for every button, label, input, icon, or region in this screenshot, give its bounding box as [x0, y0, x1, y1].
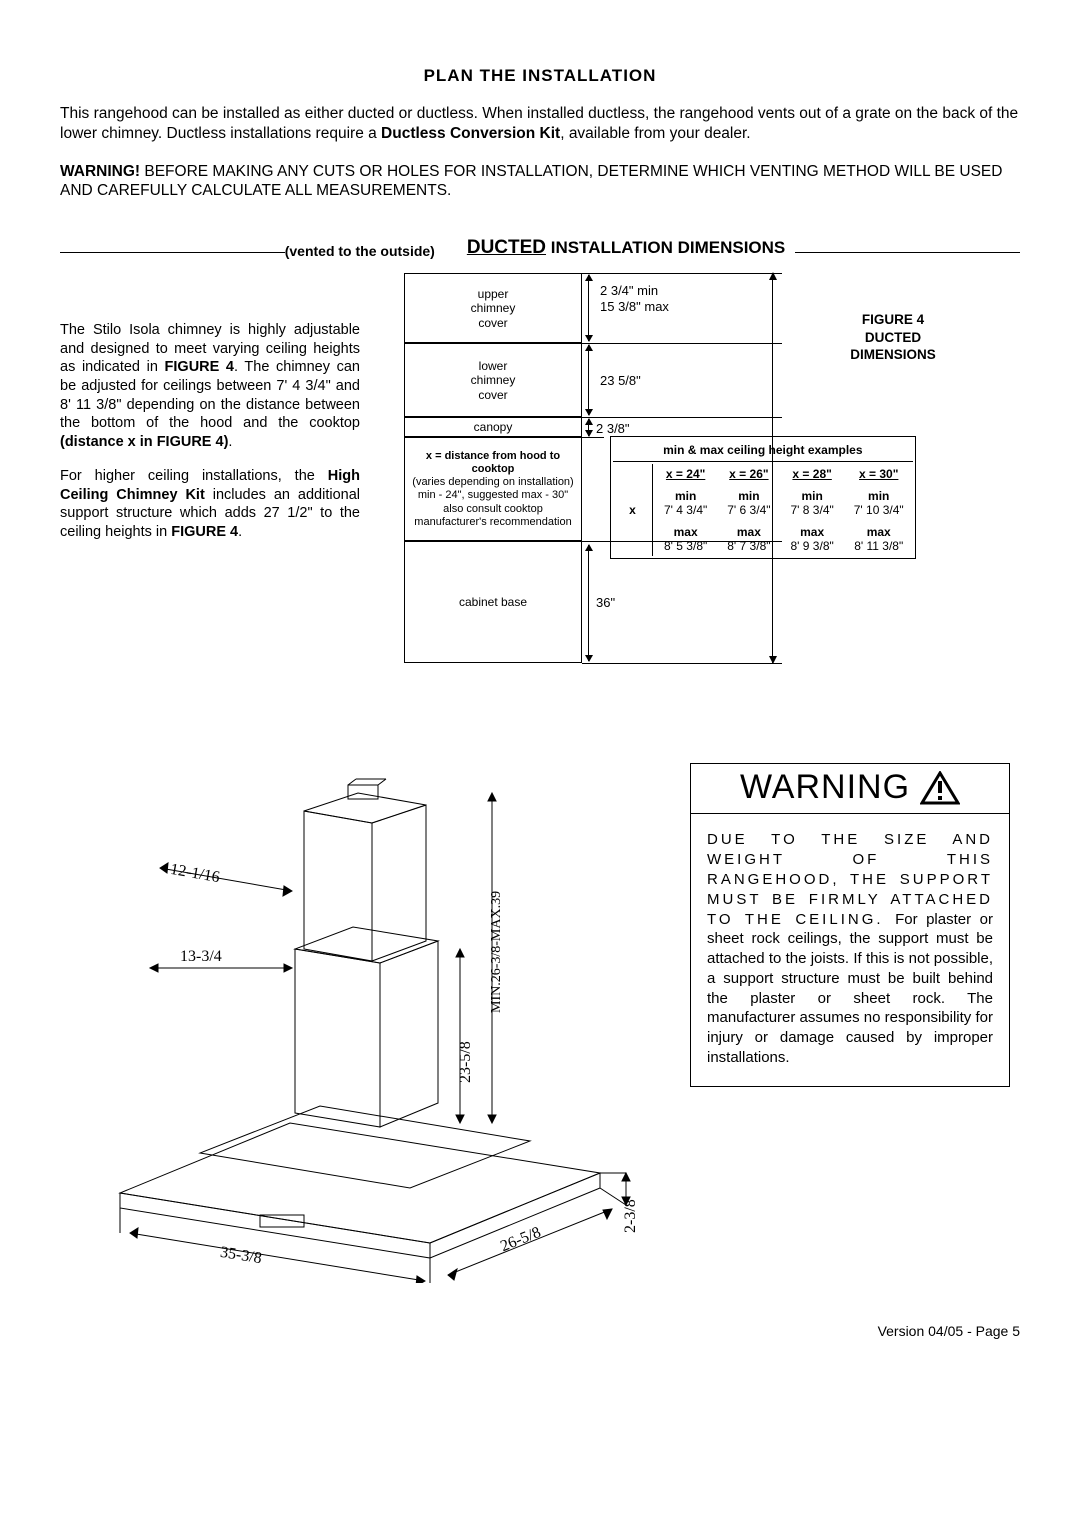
- ducted-rest: INSTALLATION DIMENSIONS: [546, 238, 785, 257]
- xnote5: manufacturer's recommendation: [405, 516, 581, 529]
- fig4-l1: FIGURE 4: [808, 311, 978, 329]
- rule-right: [795, 252, 1020, 253]
- min1l: min: [738, 489, 759, 503]
- iso-svg: [60, 753, 660, 1283]
- page-footer: Version 04/05 - Page 5: [60, 1323, 1020, 1339]
- warning-card: WARNING DUE TO THE SIZE AND WEIGHT OF TH…: [690, 763, 1010, 1283]
- dim-upper-min: 2 3/4" min: [600, 283, 1080, 298]
- warning-icon: [920, 771, 960, 805]
- warn-body-b: For plaster or sheet rock ceilings, the …: [707, 911, 993, 1067]
- figure4-label: FIGURE 4 DUCTED DIMENSIONS: [808, 311, 978, 364]
- min0l: min: [675, 489, 696, 503]
- dim-lower: 23 5/8": [600, 373, 1080, 388]
- tbl-c0: x = 24": [655, 464, 716, 484]
- intro-b: Ductless Conversion Kit: [381, 125, 560, 142]
- p1d: (distance x in FIGURE 4): [60, 434, 228, 450]
- fig4-l2: DUCTED: [808, 329, 978, 347]
- ducted-header: (vented to the outside) DUCTED INSTALLAT…: [60, 237, 1020, 259]
- isometric-drawing: 12-1/16 13-3/4 23-5/8 MIN.26-3/8-MAX.39 …: [60, 753, 660, 1283]
- dim-13-3-4: 13-3/4: [180, 948, 222, 966]
- min3: 7' 10 3/4": [854, 503, 904, 517]
- ducted-main: DUCTED INSTALLATION DIMENSIONS: [443, 237, 795, 259]
- xnote4: also consult cooktop: [405, 503, 581, 516]
- fig4-l3: DIMENSIONS: [808, 346, 978, 364]
- dim-min-max: MIN.26-3/8-MAX.39: [489, 891, 505, 1013]
- dim-cabinet: 36": [596, 595, 1080, 610]
- ducted-word: DUCTED: [467, 237, 546, 258]
- max1l: max: [737, 525, 761, 539]
- figure-4-diagram: upper chimney cover lower chimney cover …: [370, 273, 1000, 693]
- dim-arrow-cabinet: [588, 545, 589, 661]
- tbl-x: x: [613, 464, 653, 556]
- intro-c: , available from your dealer.: [560, 125, 750, 142]
- p1b: FIGURE 4: [165, 359, 234, 375]
- max2l: max: [800, 525, 824, 539]
- ducted-sub: (vented to the outside): [285, 243, 443, 259]
- dim-arrow-canopy: [588, 419, 589, 436]
- ducted-left-text: The Stilo Isola chimney is highly adjust…: [60, 273, 360, 557]
- warning-banner-text: WARNING: [740, 768, 910, 807]
- max3: 8' 11 3/8": [854, 539, 903, 553]
- p2e: .: [238, 524, 242, 540]
- min3l: min: [868, 489, 889, 503]
- max2: 8' 9 3/8": [791, 539, 834, 553]
- warning-prefix: WARNING!: [60, 163, 140, 180]
- tbl-header: min & max ceiling height examples: [613, 439, 913, 462]
- warning-banner: WARNING: [690, 763, 1010, 814]
- min1: 7' 6 3/4": [727, 503, 770, 517]
- p2d: FIGURE 4: [171, 524, 238, 540]
- block-upper-chimney: upper chimney cover: [404, 273, 582, 343]
- xnote3: min - 24", suggested max - 30": [405, 489, 581, 502]
- warning-body-box: DUE TO THE SIZE AND WEIGHT OF THIS RANGE…: [690, 814, 1010, 1087]
- cap-line-4: [582, 437, 604, 438]
- dim-arrow-upper: [588, 275, 589, 341]
- block-cabinet: cabinet base: [404, 541, 582, 663]
- dim-23-5-8: 23-5/8: [457, 1042, 475, 1084]
- dim-2-3-8: 2-3/8: [622, 1200, 640, 1234]
- tbl-c3: x = 30": [845, 464, 913, 484]
- warning-paragraph: WARNING! BEFORE MAKING ANY CUTS OR HOLES…: [60, 162, 1020, 202]
- block-upper-label: upper chimney cover: [471, 287, 516, 330]
- max3l: max: [867, 525, 891, 539]
- rule-left: [60, 252, 285, 253]
- block-lower-label: lower chimney cover: [471, 359, 516, 402]
- min2: 7' 8 3/4": [791, 503, 834, 517]
- min2l: min: [801, 489, 822, 503]
- xnote1: x = distance from hood to cooktop: [405, 450, 581, 476]
- warning-body: BEFORE MAKING ANY CUTS OR HOLES FOR INST…: [60, 163, 1002, 200]
- tbl-c1: x = 26": [718, 464, 779, 484]
- section-title: PLAN THE INSTALLATION: [60, 66, 1020, 86]
- max1: 8' 7 3/8": [727, 539, 770, 553]
- block-canopy: canopy: [404, 417, 582, 437]
- max0: 8' 5 3/8": [664, 539, 707, 553]
- p2a: For higher ceiling installations, the: [60, 468, 328, 484]
- dim-arrow-lower: [588, 345, 589, 415]
- max0l: max: [674, 525, 698, 539]
- p1e: .: [228, 434, 232, 450]
- xnote2: (varies depending on installation): [405, 476, 581, 489]
- block-lower-chimney: lower chimney cover: [404, 343, 582, 417]
- tbl-c2: x = 28": [782, 464, 843, 484]
- block-cabinet-label: cabinet base: [459, 595, 527, 609]
- intro-paragraph: This rangehood can be installed as eithe…: [60, 104, 1020, 144]
- cap-line: [582, 273, 782, 274]
- dim-canopy: 2 3/8": [596, 421, 1080, 436]
- min0: 7' 4 3/4": [664, 503, 707, 517]
- cap-line-6: [582, 663, 782, 664]
- block-x: x = distance from hood to cooktop (varie…: [404, 437, 582, 541]
- cap-line-3: [582, 417, 782, 418]
- block-canopy-label: canopy: [474, 420, 513, 434]
- cap-line-2: [582, 343, 782, 344]
- figure4-table: min & max ceiling height examples x x = …: [610, 436, 916, 559]
